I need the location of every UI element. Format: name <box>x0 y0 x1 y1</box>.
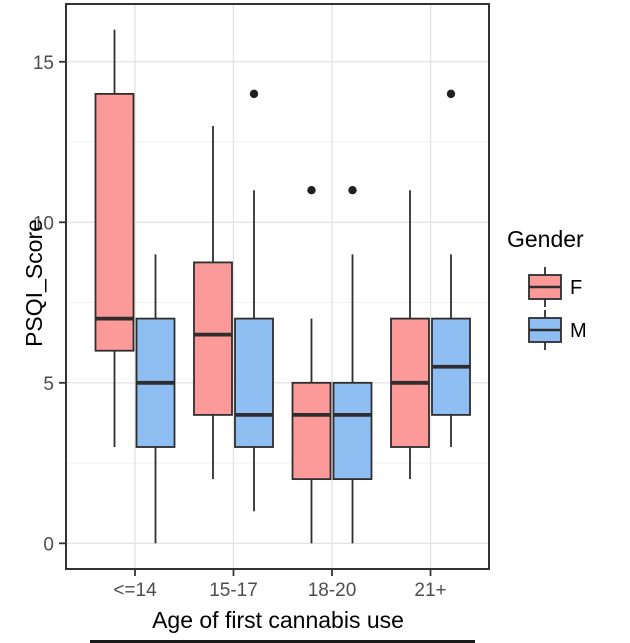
legend-title: Gender <box>507 226 584 252</box>
iqr-box <box>94 92 135 352</box>
legend-label-f: F <box>570 277 582 299</box>
axes-layer: 0 5 10 15 <=14 15-17 18-20 21+ <box>33 3 490 601</box>
x-tick-label: 15-17 <box>209 580 258 601</box>
boxplot-F-18-20 <box>291 185 332 544</box>
y-tick-label: 15 <box>33 53 54 74</box>
boxplot-F-15-17 <box>193 125 233 480</box>
iqr-box <box>332 381 373 481</box>
x-tick-label: 21+ <box>414 580 446 601</box>
legend-key-M <box>528 310 562 350</box>
outlier-point <box>348 185 357 195</box>
outlier-point <box>307 185 316 195</box>
iqr-box <box>234 317 274 448</box>
y-tick-label: 10 <box>33 213 54 234</box>
boxplot-M-21+ <box>431 89 471 448</box>
legend-label-m: M <box>570 320 587 342</box>
x-tick-label: 18-20 <box>308 580 357 601</box>
outlier-point <box>446 89 456 99</box>
iqr-box <box>291 381 332 481</box>
boxplot-M-18-20 <box>332 185 373 544</box>
x-tick-label: <=14 <box>113 580 157 601</box>
outlier-point <box>249 89 259 99</box>
iqr-box <box>193 261 233 416</box>
cropped-content-edge <box>90 640 475 643</box>
legend-key-F <box>528 267 562 307</box>
boxplot-M-15-17 <box>234 89 274 512</box>
boxplots-layer <box>94 29 471 544</box>
legend-keys-layer <box>528 267 562 350</box>
y-axis-title: PSQI_Score <box>21 219 47 347</box>
y-tick-label: 5 <box>43 374 54 395</box>
gridlines-layer <box>66 4 489 569</box>
x-axis-title: Age of first cannabis use <box>152 607 404 633</box>
boxplot-F-21+ <box>390 190 430 480</box>
boxplot-M-<=14 <box>135 254 176 544</box>
panel-border <box>65 3 490 570</box>
y-tick-label: 0 <box>43 534 54 555</box>
boxplot-F-<=14 <box>94 29 135 448</box>
